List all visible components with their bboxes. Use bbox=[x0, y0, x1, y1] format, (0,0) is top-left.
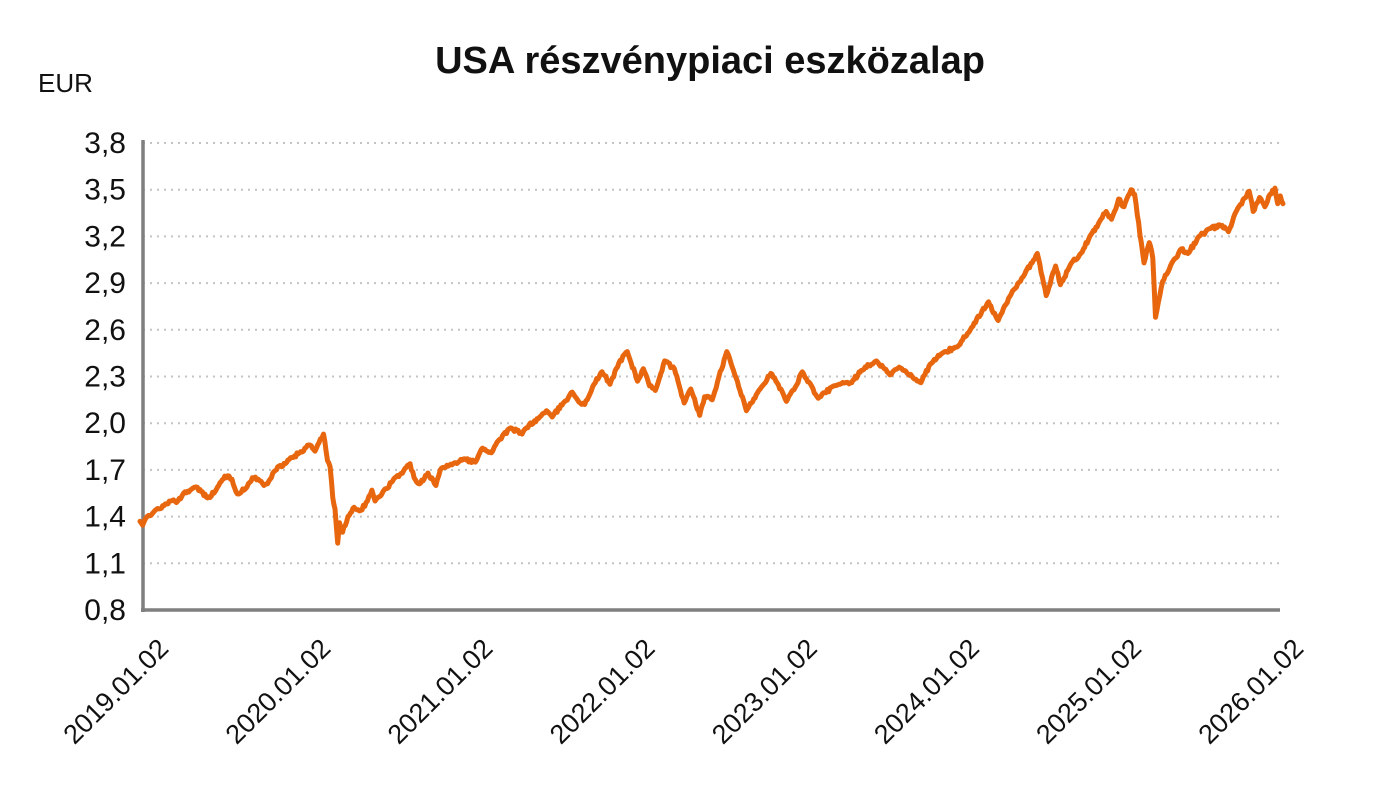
x-tick-label: 2022.01.02 bbox=[544, 633, 661, 750]
y-tick-label: 3,2 bbox=[84, 220, 126, 253]
x-tick-label: 2026.01.02 bbox=[1192, 633, 1309, 750]
y-tick-label: 1,4 bbox=[84, 501, 126, 534]
y-tick-label: 1,1 bbox=[84, 547, 126, 580]
chart-title: USA részvénypiaci eszközalap bbox=[435, 40, 985, 82]
y-tick-label: 1,7 bbox=[84, 454, 126, 487]
y-axis-unit-label: EUR bbox=[38, 68, 93, 98]
y-tick-label: 2,9 bbox=[84, 267, 126, 300]
y-tick-label: 2,6 bbox=[84, 314, 126, 347]
x-tick-label: 2021.01.02 bbox=[382, 633, 499, 750]
y-tick-label: 3,8 bbox=[84, 127, 126, 160]
y-tick-label: 2,3 bbox=[84, 361, 126, 394]
y-tick-label: 0,8 bbox=[84, 594, 126, 627]
x-tick-label: 2020.01.02 bbox=[220, 633, 337, 750]
price-line bbox=[137, 185, 1286, 546]
y-tick-label: 2,0 bbox=[84, 407, 126, 440]
y-tick-label: 3,5 bbox=[84, 174, 126, 207]
x-tick-label: 2025.01.02 bbox=[1030, 633, 1147, 750]
x-tick-label: 2023.01.02 bbox=[706, 633, 823, 750]
x-tick-label: 2019.01.02 bbox=[57, 633, 174, 750]
x-tick-label: 2024.01.02 bbox=[868, 633, 985, 750]
